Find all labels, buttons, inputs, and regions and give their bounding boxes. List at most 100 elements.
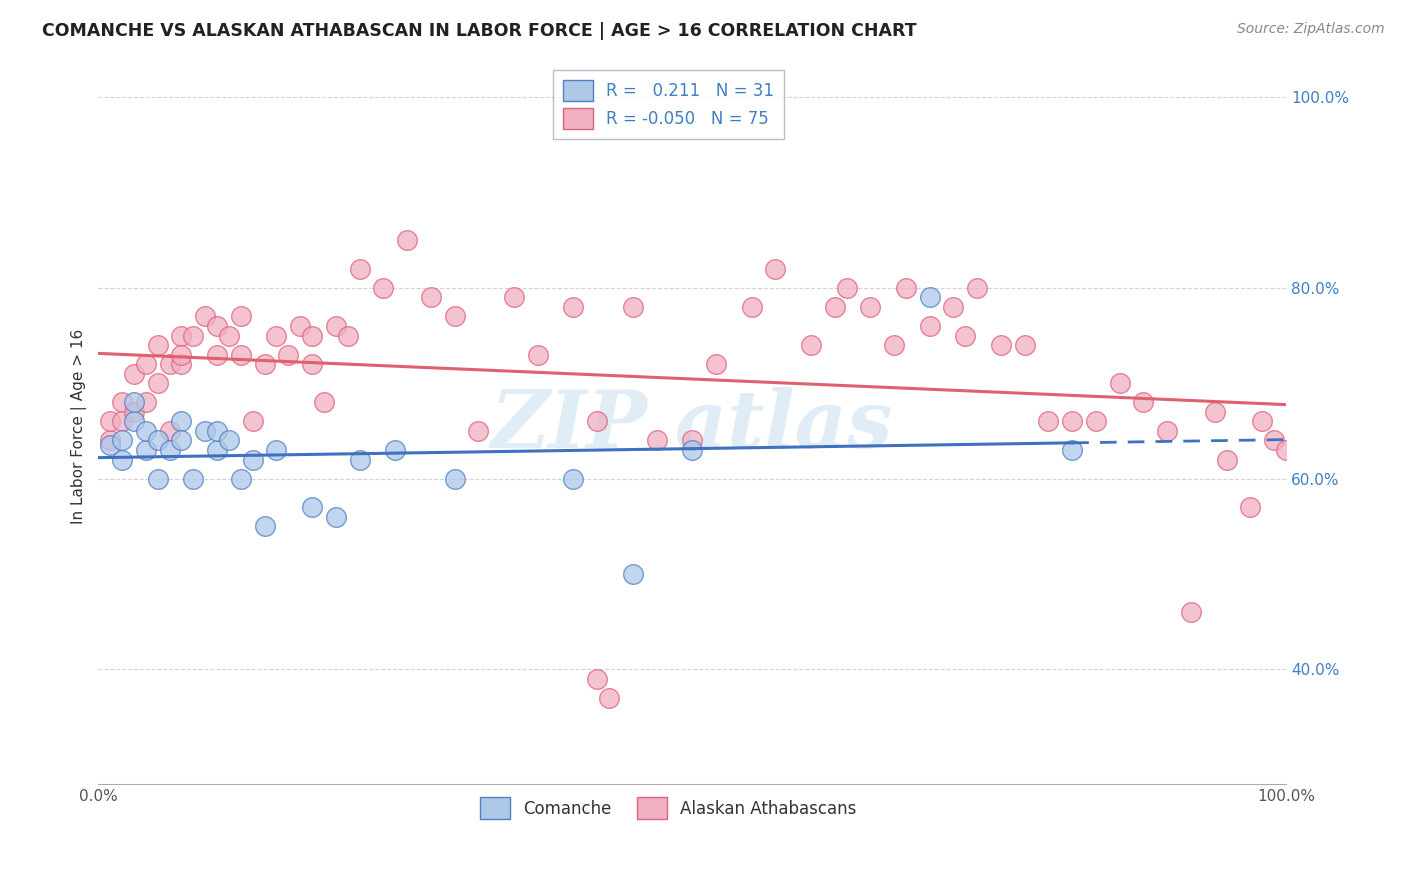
Point: [135, 424, 157, 438]
Point: [681, 434, 703, 448]
Point: [1132, 395, 1154, 409]
Point: [325, 509, 347, 524]
Point: [859, 300, 882, 314]
Point: [942, 300, 965, 314]
Point: [242, 452, 264, 467]
Point: [741, 300, 763, 314]
Point: [122, 405, 145, 419]
Point: [146, 338, 169, 352]
Point: [135, 395, 157, 409]
Point: [336, 328, 359, 343]
Point: [229, 472, 252, 486]
Point: [159, 442, 181, 457]
Point: [349, 452, 371, 467]
Y-axis label: In Labor Force | Age > 16: In Labor Force | Age > 16: [72, 328, 87, 524]
Point: [645, 434, 668, 448]
Point: [384, 442, 406, 457]
Point: [526, 348, 548, 362]
Point: [111, 434, 134, 448]
Point: [1062, 442, 1084, 457]
Point: [990, 338, 1012, 352]
Point: [122, 414, 145, 428]
Point: [503, 290, 526, 304]
Point: [301, 357, 323, 371]
Point: [170, 328, 193, 343]
Point: [467, 424, 489, 438]
Point: [290, 318, 312, 333]
Point: [1251, 414, 1274, 428]
Point: [301, 328, 323, 343]
Point: [301, 500, 323, 515]
Point: [1062, 414, 1084, 428]
Point: [205, 442, 228, 457]
Point: [586, 414, 609, 428]
Point: [111, 414, 134, 428]
Point: [170, 357, 193, 371]
Point: [443, 310, 465, 324]
Point: [349, 261, 371, 276]
Point: [146, 434, 169, 448]
Point: [229, 348, 252, 362]
Point: [918, 318, 941, 333]
Point: [183, 328, 205, 343]
Point: [373, 281, 395, 295]
Point: [253, 357, 276, 371]
Point: [229, 310, 252, 324]
Point: [1084, 414, 1107, 428]
Point: [277, 348, 299, 362]
Point: [218, 328, 240, 343]
Point: [1239, 500, 1261, 515]
Text: COMANCHE VS ALASKAN ATHABASCAN IN LABOR FORCE | AGE > 16 CORRELATION CHART: COMANCHE VS ALASKAN ATHABASCAN IN LABOR …: [42, 22, 917, 40]
Point: [1180, 605, 1202, 619]
Point: [419, 290, 441, 304]
Point: [146, 376, 169, 391]
Point: [170, 434, 193, 448]
Point: [1108, 376, 1130, 391]
Point: [170, 414, 193, 428]
Point: [159, 357, 181, 371]
Point: [586, 672, 609, 686]
Point: [894, 281, 917, 295]
Point: [1156, 424, 1178, 438]
Point: [966, 281, 988, 295]
Text: ZIP atlas: ZIP atlas: [491, 387, 893, 465]
Point: [205, 348, 228, 362]
Point: [681, 442, 703, 457]
Point: [1263, 434, 1285, 448]
Point: [443, 472, 465, 486]
Point: [396, 233, 419, 247]
Point: [194, 424, 217, 438]
Point: [621, 300, 644, 314]
Point: [824, 300, 846, 314]
Point: [111, 395, 134, 409]
Point: [835, 281, 858, 295]
Point: [883, 338, 905, 352]
Point: [205, 424, 228, 438]
Point: [218, 434, 240, 448]
Point: [266, 328, 288, 343]
Point: [98, 414, 121, 428]
Point: [135, 442, 157, 457]
Point: [98, 438, 121, 452]
Text: Source: ZipAtlas.com: Source: ZipAtlas.com: [1237, 22, 1385, 37]
Point: [1275, 442, 1298, 457]
Point: [955, 328, 977, 343]
Point: [325, 318, 347, 333]
Point: [111, 452, 134, 467]
Point: [800, 338, 823, 352]
Point: [253, 519, 276, 533]
Point: [98, 434, 121, 448]
Point: [312, 395, 335, 409]
Point: [598, 690, 620, 705]
Point: [122, 395, 145, 409]
Point: [135, 357, 157, 371]
Point: [146, 472, 169, 486]
Point: [1215, 452, 1237, 467]
Point: [159, 424, 181, 438]
Point: [562, 472, 585, 486]
Point: [266, 442, 288, 457]
Point: [183, 472, 205, 486]
Point: [122, 367, 145, 381]
Point: [918, 290, 941, 304]
Point: [242, 414, 264, 428]
